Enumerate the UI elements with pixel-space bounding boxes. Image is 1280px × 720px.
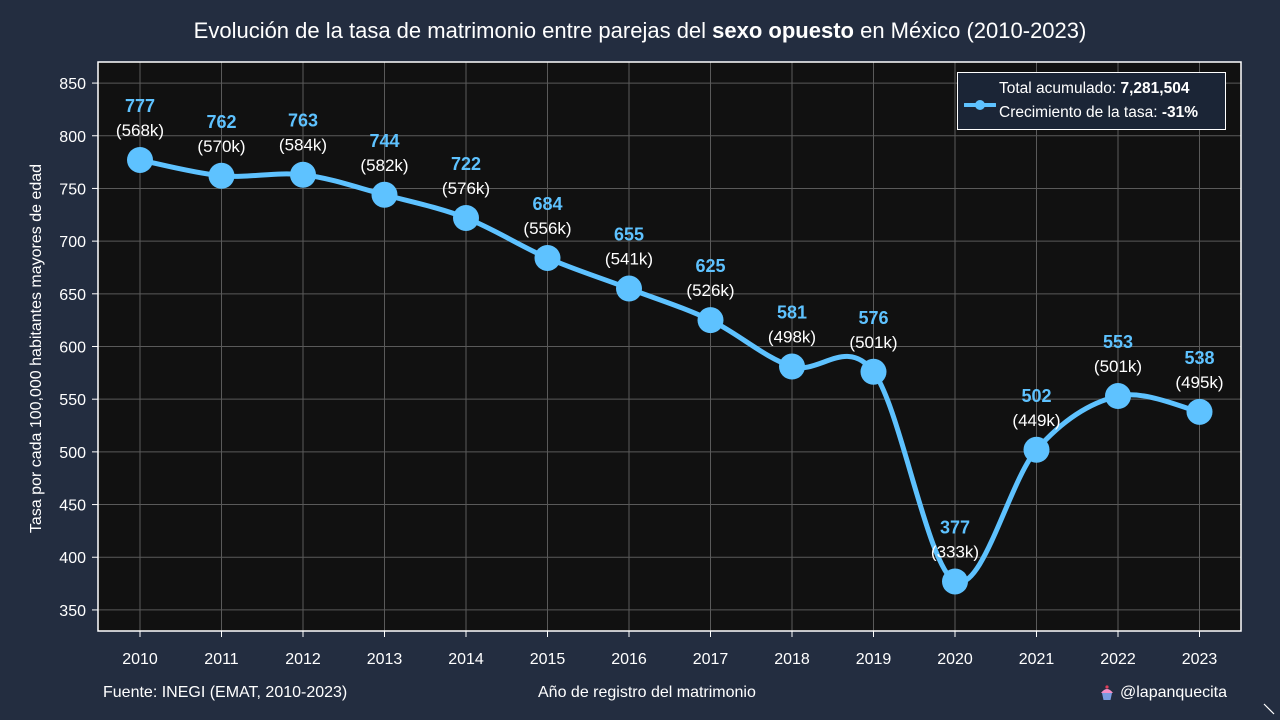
- x-tick-label: 2012: [285, 651, 321, 668]
- data-value-label: 581: [777, 303, 807, 323]
- title-suffix: en México (2010-2023): [853, 18, 1087, 43]
- data-point: [616, 275, 642, 302]
- y-tick-label: 650: [59, 287, 86, 304]
- y-tick-label: 850: [59, 76, 86, 93]
- y-tick-label: 600: [59, 340, 86, 357]
- data-count-label: (495k): [1175, 373, 1223, 392]
- data-count-label: (526k): [686, 281, 734, 300]
- y-tick-label: 800: [59, 129, 86, 146]
- data-point: [534, 244, 561, 271]
- data-count-label: (568k): [116, 121, 164, 140]
- data-value-label: 722: [451, 154, 481, 174]
- x-tick-label: 2022: [1100, 651, 1136, 668]
- data-count-label: (333k): [931, 542, 979, 561]
- data-point: [1023, 436, 1050, 463]
- data-count-label: (498k): [768, 328, 816, 347]
- data-value-label: 538: [1184, 348, 1214, 368]
- y-tick-label: 550: [59, 392, 86, 409]
- data-point: [1186, 398, 1213, 425]
- data-value-label: 744: [369, 131, 399, 151]
- x-tick-label: 2021: [1019, 651, 1055, 668]
- x-axis-label: Año de registro del matrimonio: [538, 684, 756, 701]
- data-point: [208, 162, 235, 189]
- data-value-label: 655: [614, 225, 644, 245]
- x-tick-label: 2011: [204, 651, 239, 668]
- legend: Total acumulado: 7,281,504 Crecimiento d…: [957, 72, 1226, 130]
- data-point: [779, 353, 805, 380]
- y-tick-label: 500: [59, 445, 86, 462]
- data-count-label: (582k): [360, 156, 408, 175]
- data-value-label: 762: [206, 112, 236, 132]
- data-point: [290, 161, 316, 188]
- y-axis-label: Tasa por cada 100,000 habitantes mayores…: [28, 164, 45, 533]
- cupcake-icon: [1101, 685, 1113, 700]
- x-tick-label: 2017: [693, 651, 729, 668]
- title-emphasis: sexo opuesto: [712, 18, 854, 43]
- y-tick-label: 700: [59, 234, 86, 251]
- x-tick-label: 2019: [856, 651, 892, 668]
- x-tick-label: 2013: [367, 651, 403, 668]
- data-point: [942, 568, 968, 595]
- author-handle-text: @lapanquecita: [1120, 684, 1227, 701]
- y-tick-label: 400: [59, 550, 86, 567]
- legend-total-value: 7,281,504: [1120, 80, 1190, 97]
- data-count-label: (576k): [442, 179, 490, 198]
- x-tick-label: 2014: [448, 651, 484, 668]
- data-point: [127, 146, 153, 173]
- data-count-label: (501k): [849, 333, 897, 352]
- data-count-label: (556k): [523, 219, 571, 238]
- legend-line-swatch: [964, 100, 996, 110]
- chart-title: Evolución de la tasa de matrimonio entre…: [0, 18, 1280, 44]
- data-point: [453, 204, 479, 231]
- y-tick-label: 450: [59, 498, 86, 515]
- corner-resize-icon: [1263, 703, 1275, 715]
- x-tick-label: 2018: [774, 651, 810, 668]
- x-tick-label: 2015: [530, 651, 566, 668]
- data-value-label: 763: [288, 111, 318, 131]
- legend-growth-value: -31%: [1161, 104, 1199, 121]
- data-count-label: (501k): [1094, 357, 1142, 376]
- legend-total: Total acumulado: 7,281,504: [999, 80, 1189, 98]
- plot-frame: [97, 61, 1242, 632]
- x-tick-label: 2010: [122, 651, 158, 668]
- data-point: [371, 181, 398, 208]
- data-value-label: 625: [695, 256, 725, 276]
- data-count-label: (541k): [605, 250, 653, 269]
- x-tick-label: 2023: [1182, 651, 1218, 668]
- data-count-label: (584k): [279, 136, 327, 155]
- title-prefix: Evolución de la tasa de matrimonio entre…: [193, 18, 713, 43]
- y-tick-label: 750: [59, 181, 86, 198]
- data-point: [1105, 383, 1131, 410]
- source-note: Fuente: INEGI (EMAT, 2010-2023): [103, 684, 348, 701]
- legend-total-label: Total acumulado:: [999, 80, 1121, 97]
- legend-growth-label: Crecimiento de la tasa:: [999, 104, 1162, 121]
- data-value-label: 502: [1021, 386, 1051, 406]
- x-tick-label: 2016: [611, 651, 647, 668]
- author-handle: @lapanquecita: [1098, 684, 1227, 702]
- data-value-label: 777: [125, 96, 155, 116]
- x-tick-label: 2020: [937, 651, 973, 668]
- legend-growth: Crecimiento de la tasa: -31%: [999, 104, 1198, 122]
- data-count-label: (570k): [197, 137, 245, 156]
- data-value-label: 684: [532, 194, 562, 214]
- y-tick-label: 350: [59, 603, 86, 620]
- data-point: [697, 307, 724, 334]
- data-point: [860, 358, 887, 385]
- data-count-label: (449k): [1012, 411, 1060, 430]
- data-value-label: 576: [858, 308, 888, 328]
- data-value-label: 553: [1103, 332, 1133, 352]
- data-value-label: 377: [940, 517, 970, 537]
